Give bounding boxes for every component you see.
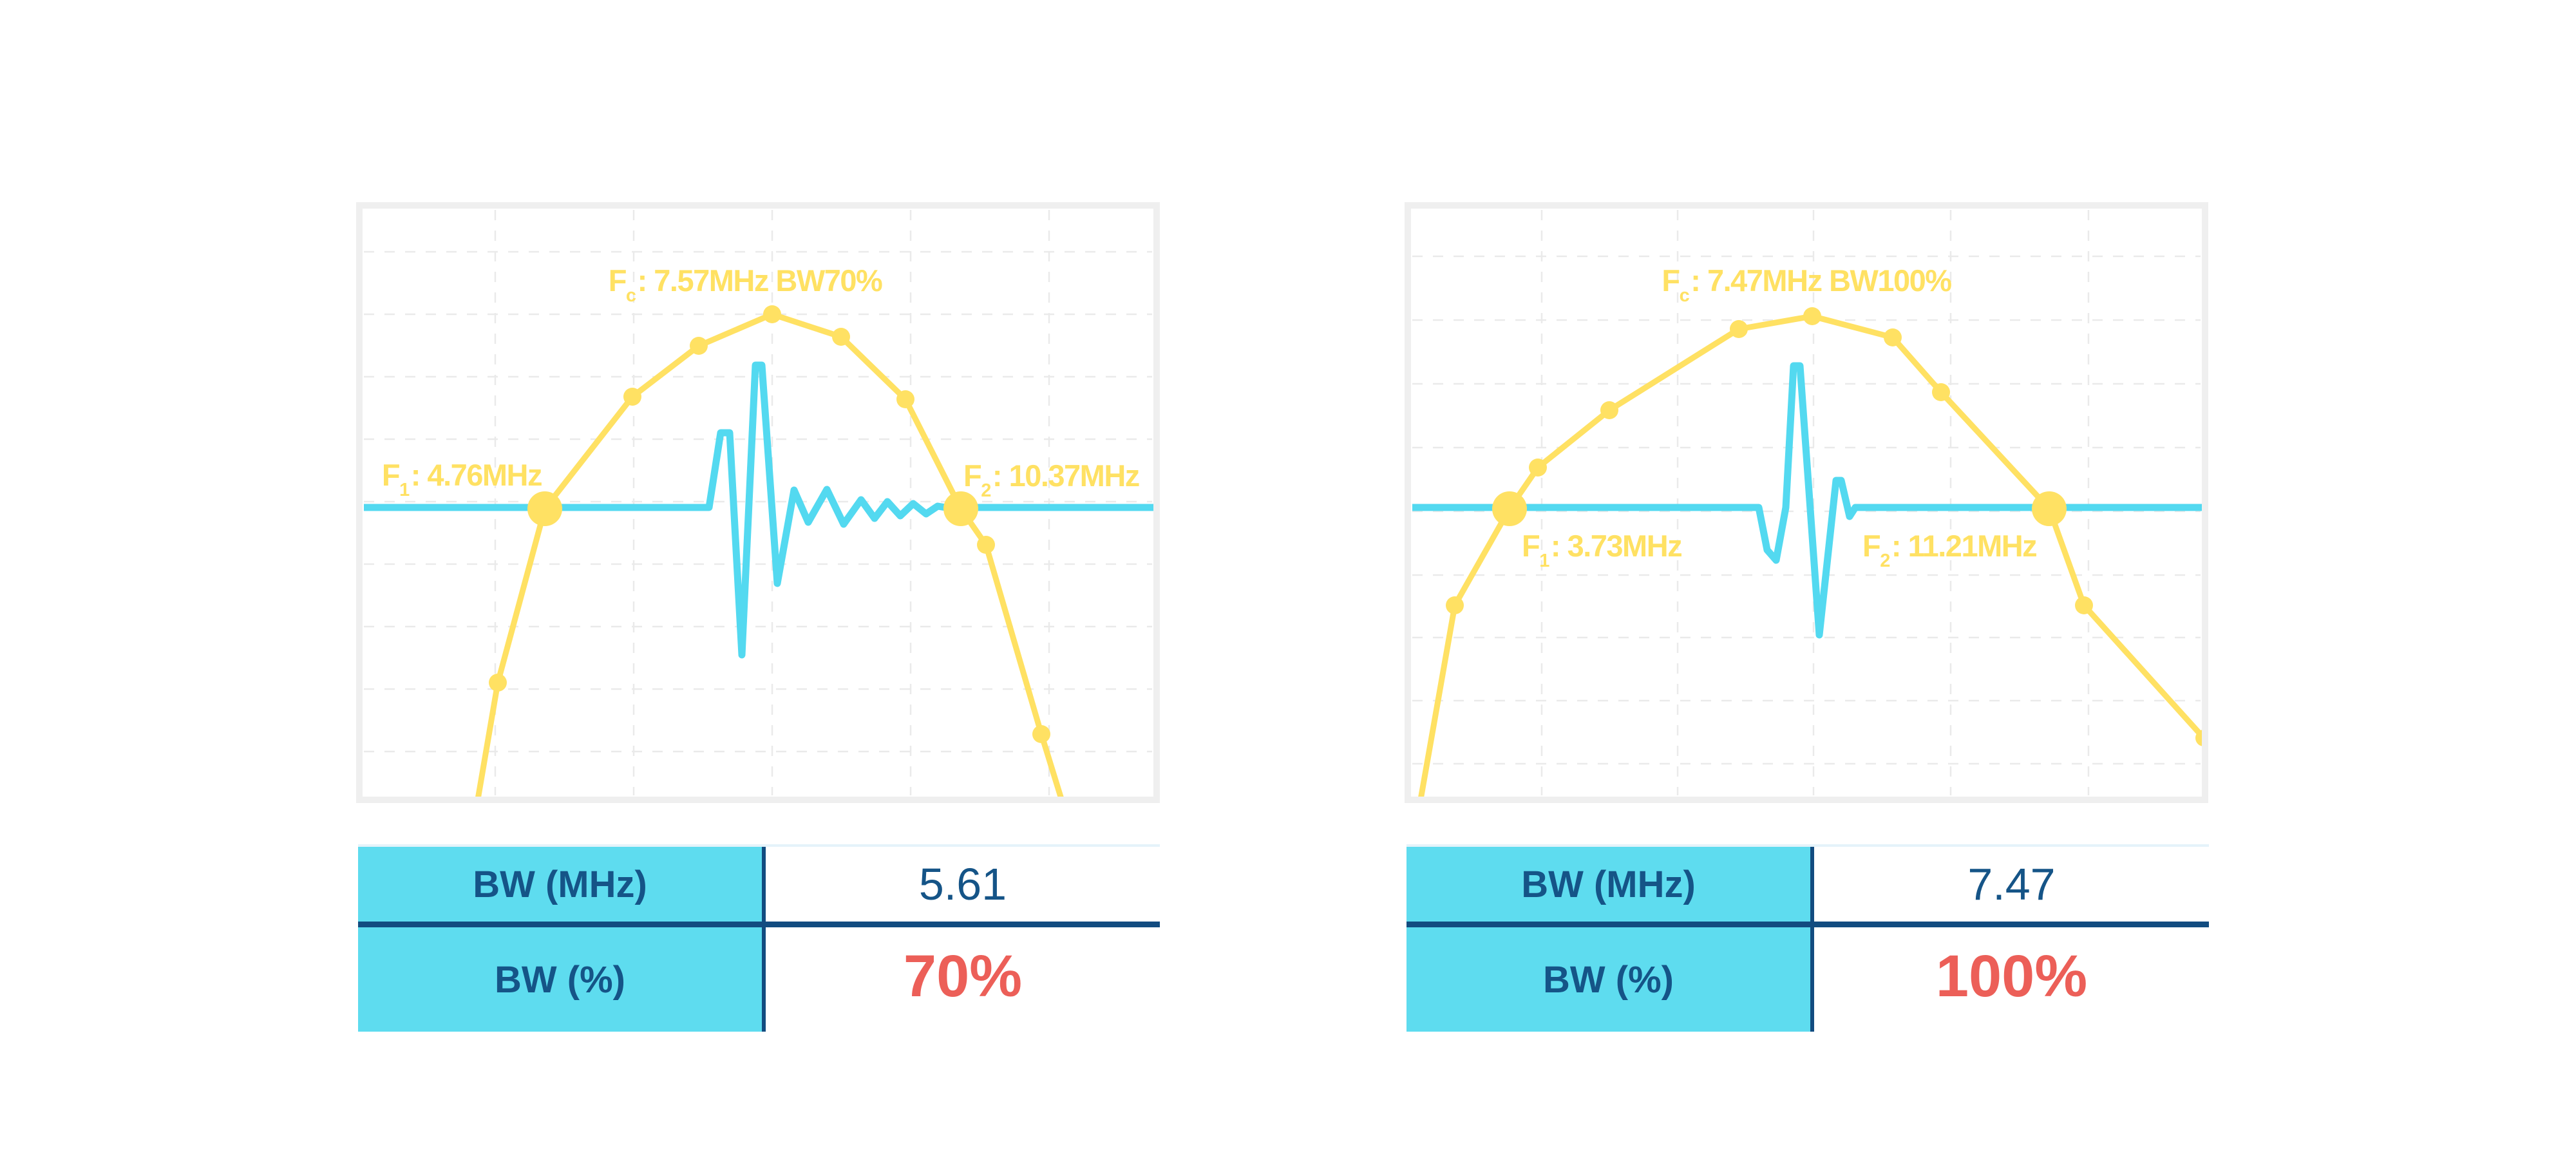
pulse-waveform <box>1412 362 2202 639</box>
panel-border <box>1405 202 2208 803</box>
data-point-marker <box>1032 725 1050 743</box>
fc-annotation: Fc: 7.47MHz BW100% <box>1662 263 1951 306</box>
bw-mhz-label: BW (MHz) <box>358 847 766 922</box>
bw-pct-label: BW (%) <box>1406 927 1814 1032</box>
table-row: BW (MHz) 7.47 <box>1406 847 2209 922</box>
spectrum-pulse-chart-70: Fc: 7.57MHz BW70% F1: 4.76MHz F2: 10.37MHz <box>356 202 1160 803</box>
plot-background <box>356 202 1160 803</box>
data-point-marker <box>1492 491 1527 526</box>
f1-annotation: F1: 3.73MHz <box>1522 529 1681 571</box>
table-row: BW (%) 70% <box>358 927 1160 1032</box>
data-point-marker <box>763 305 781 323</box>
data-point-marker <box>943 491 978 526</box>
table-divider <box>358 922 1160 927</box>
data-point-marker <box>2032 491 2067 526</box>
bw-table-100: BW (MHz) 7.47 BW (%) 100% <box>1406 844 2209 1032</box>
bw-table-70: BW (MHz) 5.61 BW (%) 70% <box>358 844 1160 1032</box>
spectrum-pulse-chart-100: Fc: 7.47MHz BW100% F1: 3.73MHz F2: 11.21MH… <box>1405 202 2208 803</box>
data-point-marker <box>896 390 914 408</box>
bw-mhz-value: 5.61 <box>766 847 1160 922</box>
panel-border <box>356 202 1160 803</box>
data-point-marker <box>1600 401 1618 419</box>
table-row: BW (MHz) 5.61 <box>358 847 1160 922</box>
spectrum-line <box>474 311 1066 803</box>
f2-annotation: F2: 10.37MHz <box>963 459 1139 501</box>
bw-pct-value: 70% <box>766 927 1160 1032</box>
data-point-marker <box>527 491 562 526</box>
table-row: BW (%) 100% <box>1406 927 2209 1032</box>
data-point-marker <box>1730 320 1748 338</box>
f2-annotation: F2: 11.21MHz <box>1862 529 2036 571</box>
data-point-marker <box>2075 596 2093 614</box>
data-point-marker <box>690 337 708 355</box>
data-point-marker <box>1446 596 1464 614</box>
data-point-marker <box>1803 307 1821 325</box>
data-point-marker <box>1884 328 1902 346</box>
f1-annotation: F1: 4.76MHz <box>382 458 542 500</box>
data-point-marker <box>489 674 507 692</box>
data-point-marker <box>1529 459 1547 477</box>
data-point-marker <box>977 536 995 554</box>
data-point-marker <box>1932 383 1950 401</box>
bw-pct-value: 100% <box>1814 927 2209 1032</box>
data-point-marker <box>623 388 641 406</box>
bw-mhz-label: BW (MHz) <box>1406 847 1814 922</box>
table-divider <box>1406 922 2209 927</box>
fc-annotation: Fc: 7.57MHz BW70% <box>609 263 882 306</box>
bw-mhz-value: 7.47 <box>1814 847 2209 922</box>
data-point-marker <box>832 328 850 346</box>
pulse-waveform <box>364 361 1153 659</box>
bw-pct-label: BW (%) <box>358 927 766 1032</box>
